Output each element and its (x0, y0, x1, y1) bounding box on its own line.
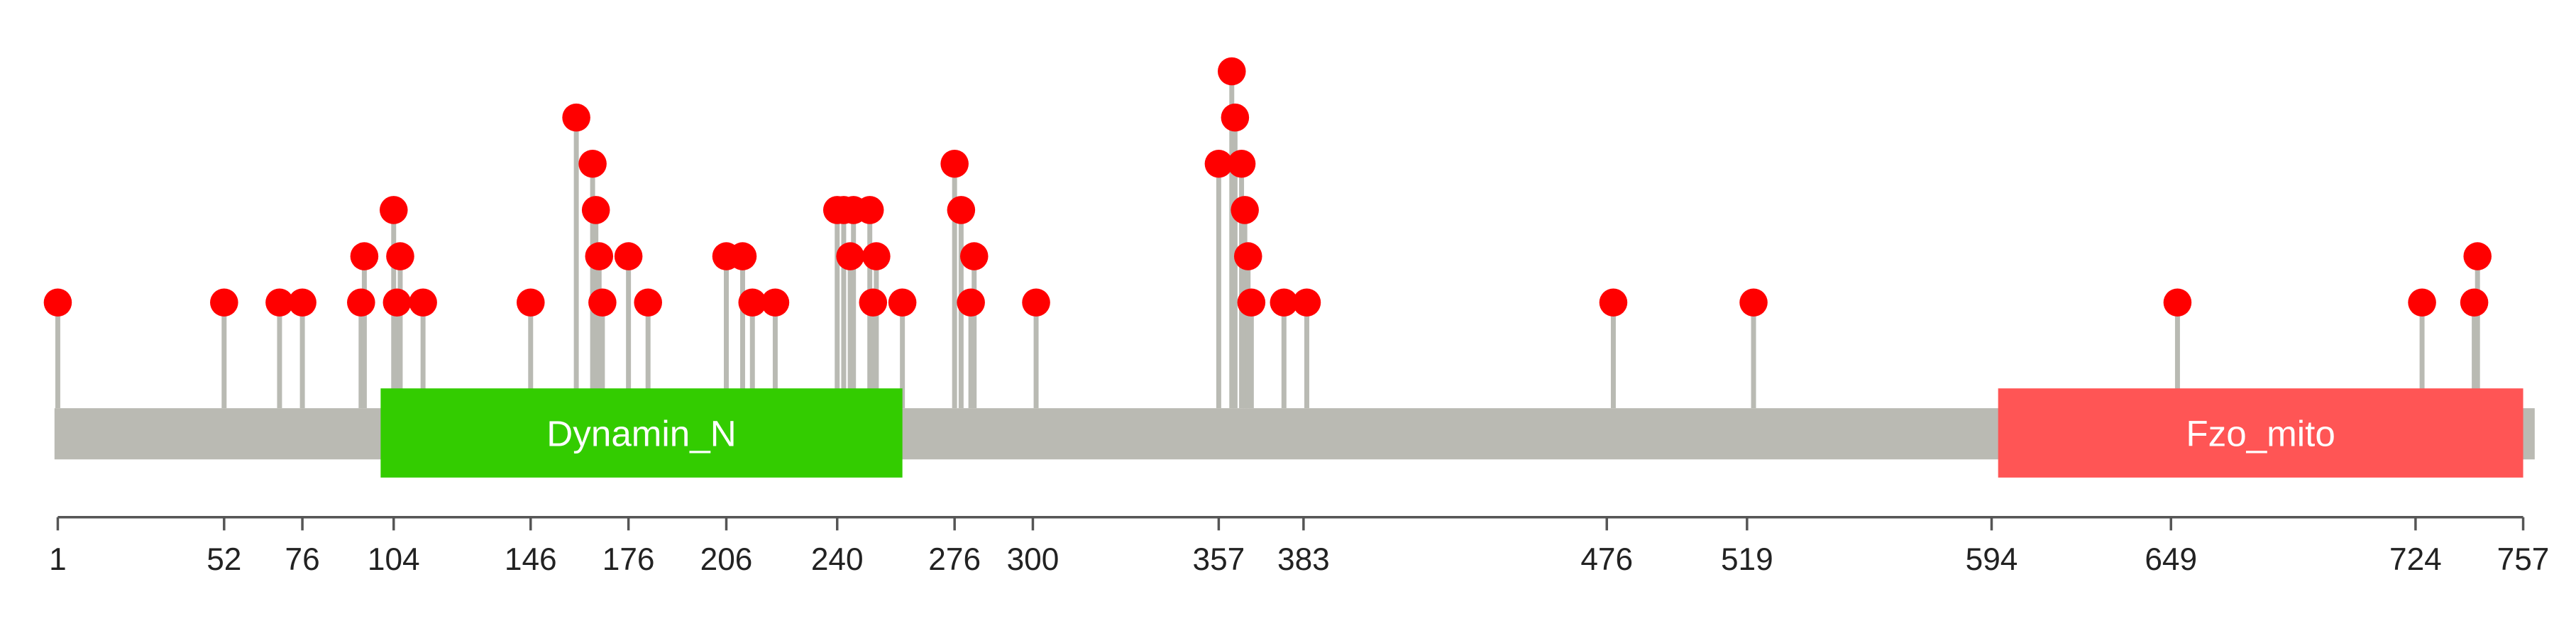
mutation-dot (2460, 288, 2489, 317)
mutation-dot (855, 196, 884, 224)
mutation-dot (350, 242, 379, 270)
mutation-dot (1022, 288, 1050, 317)
mutation-dot (1204, 150, 1233, 178)
x-tick-label: 1 (49, 542, 67, 577)
mutation-dot (761, 288, 790, 317)
domain (380, 388, 903, 478)
mutation-dot (1599, 288, 1628, 317)
x-tick-label: 146 (505, 542, 557, 577)
mutation-dot (2408, 288, 2436, 317)
x-tick-label: 176 (602, 542, 655, 577)
mutation-dot (386, 242, 414, 270)
mutation-dot (862, 242, 891, 270)
mutation-dot (210, 288, 238, 317)
x-tick-label: 649 (2145, 542, 2197, 577)
mutation-dot (959, 242, 989, 270)
x-tick-label: 104 (368, 542, 420, 577)
domain (1998, 388, 2523, 478)
mutation-dot (2163, 288, 2192, 317)
domain-label: Fzo_mito (2186, 414, 2335, 454)
x-tick-label: 52 (207, 542, 241, 577)
mutation-dot (288, 288, 317, 317)
mutation-dot (1231, 196, 1259, 224)
mutation-dot (1739, 288, 1768, 317)
mutation-dot (1227, 150, 1256, 178)
mutation-dot (859, 288, 888, 317)
mutation-dot (562, 103, 590, 132)
mutation-dot (409, 288, 437, 317)
mutation-dot (728, 242, 757, 270)
mutation-dot (957, 288, 985, 317)
mutation-dot (1217, 57, 1246, 86)
mutation-dot (2463, 242, 2492, 270)
domain-layer: Dynamin_N Fzo_mito (380, 388, 2523, 478)
x-tick-label: 724 (2389, 542, 2442, 577)
mutation-dot (516, 288, 545, 317)
x-tick-label: 76 (285, 542, 320, 577)
x-tick-label: 594 (1966, 542, 2018, 577)
domain-label: Dynamin_N (546, 414, 736, 454)
mutation-dot (1237, 288, 1266, 317)
mutation-dot (585, 242, 614, 270)
x-tick-label: 476 (1580, 542, 1633, 577)
mutation-dot (634, 288, 662, 317)
mutation-dot (578, 150, 607, 178)
dot-layer (43, 57, 2492, 317)
mutation-dot (940, 150, 969, 178)
mutation-dot (888, 288, 917, 317)
mutation-dot (614, 242, 643, 270)
mutation-dot (1221, 103, 1250, 132)
mutation-dot (379, 196, 408, 224)
stem-layer (55, 71, 2480, 409)
mutation-dot (1270, 288, 1299, 317)
x-tick-label: 383 (1277, 542, 1330, 577)
mutation-dot (347, 288, 375, 317)
mutation-dot (265, 288, 294, 317)
mutation-dot (588, 288, 617, 317)
x-axis: 1 52 76 104 146 176 206 240 276 300 357 383 476 519 59… (49, 515, 2550, 577)
mutation-dot (43, 288, 72, 317)
mutation-dot (738, 288, 767, 317)
mutation-dot (382, 288, 412, 317)
x-tick-label: 276 (928, 542, 981, 577)
mutation-dot (1233, 242, 1262, 270)
mutation-dot (581, 196, 610, 224)
mutation-dot (1292, 288, 1321, 317)
x-tick-label: 757 (2497, 542, 2550, 577)
x-tick-label: 357 (1193, 542, 1245, 577)
x-tick-label: 519 (1721, 542, 1773, 577)
x-tick-label: 300 (1007, 542, 1059, 577)
x-tick-label: 206 (700, 542, 753, 577)
mutation-dot (836, 242, 864, 270)
mutation-dot (947, 196, 976, 224)
x-tick-label: 240 (811, 542, 864, 577)
